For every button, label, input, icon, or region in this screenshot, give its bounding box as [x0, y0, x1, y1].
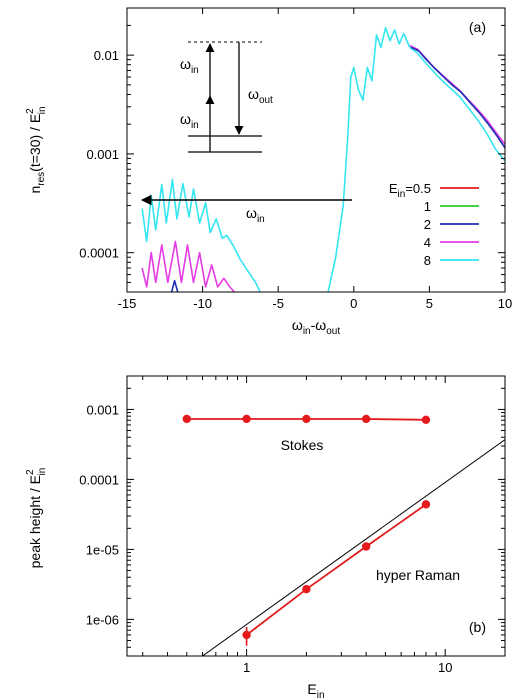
data-point — [242, 414, 251, 424]
b-y-tick-label: 0.001 — [86, 402, 119, 417]
b-y-tick-label: 0.0001 — [79, 472, 119, 487]
b-y-tick-label: 1e-06 — [86, 612, 119, 627]
panel-a-frame — [126, 7, 506, 293]
data-point — [421, 415, 431, 425]
inset-label-in-lower: ωin — [180, 111, 199, 131]
legend-label: 8 — [424, 253, 431, 268]
a-x-tick-label: 10 — [498, 296, 512, 311]
a-y-tick-label: 0.01 — [94, 48, 119, 63]
panel-b-y-axis-title: peak height / E2in — [25, 468, 48, 569]
data-point — [302, 414, 311, 424]
panel-a: -15 -10 -5 0 5 10 0.0001 0.001 0.01 (a) ωin ωin … — [25, 7, 512, 337]
legend-label: 4 — [424, 235, 431, 250]
inset-label-in-upper: ωin — [180, 56, 199, 76]
panel-a-x-axis-title: ωin-ωout — [292, 317, 340, 337]
panel-b: 1 10 1e-06 1e-05 0.0001 0.001 (b) Stokes hype… — [25, 375, 506, 700]
series-line-8 — [327, 26, 505, 292]
inset-label-out: ωout — [248, 86, 273, 106]
a-x-tick-label: 0 — [350, 296, 357, 311]
energy-level-inset: ωin ωin ωout — [180, 41, 273, 153]
a-y-tick-label: 0.0001 — [79, 246, 119, 261]
panel-a-label: (a) — [469, 19, 486, 35]
data-point — [421, 500, 431, 509]
a-x-tick-label: 5 — [426, 296, 433, 311]
hyper-raman-label: hyper Raman — [376, 567, 460, 583]
series-line-reference — [202, 439, 505, 656]
stokes-label: Stokes — [281, 437, 324, 453]
legend-label: 1 — [424, 199, 431, 214]
series-line-hyper-raman — [246, 503, 427, 636]
data-point — [361, 414, 371, 424]
legend-label: 2 — [424, 217, 431, 232]
series-line-2 — [170, 279, 179, 292]
data-point — [302, 585, 311, 594]
legend: Ein=0.51 2 4 8 — [389, 181, 479, 268]
series-line-2 — [410, 46, 505, 149]
a-x-tick-label: -10 — [193, 296, 212, 311]
legend-label: Ein=0.5 — [389, 181, 431, 200]
a-x-tick-label: -15 — [118, 296, 137, 311]
data-point — [361, 542, 371, 551]
series-line-4 — [141, 240, 235, 292]
a-y-tick-label: 0.001 — [86, 147, 119, 162]
panel-b-x-axis-title: Ein — [307, 681, 324, 700]
data-point — [182, 414, 191, 424]
data-point — [242, 630, 251, 640]
b-x-tick-label: 1 — [243, 660, 250, 675]
panel-b-label: (b) — [469, 619, 486, 635]
a-x-tick-label: -5 — [272, 296, 284, 311]
shift-arrow-label: ωin — [246, 205, 265, 225]
series-line-8 — [141, 178, 261, 292]
b-x-tick-label: 10 — [438, 660, 452, 675]
b-y-tick-label: 1e-05 — [86, 542, 119, 557]
panel-a-y-axis-title: nres(t=30) / E2in — [25, 106, 48, 193]
